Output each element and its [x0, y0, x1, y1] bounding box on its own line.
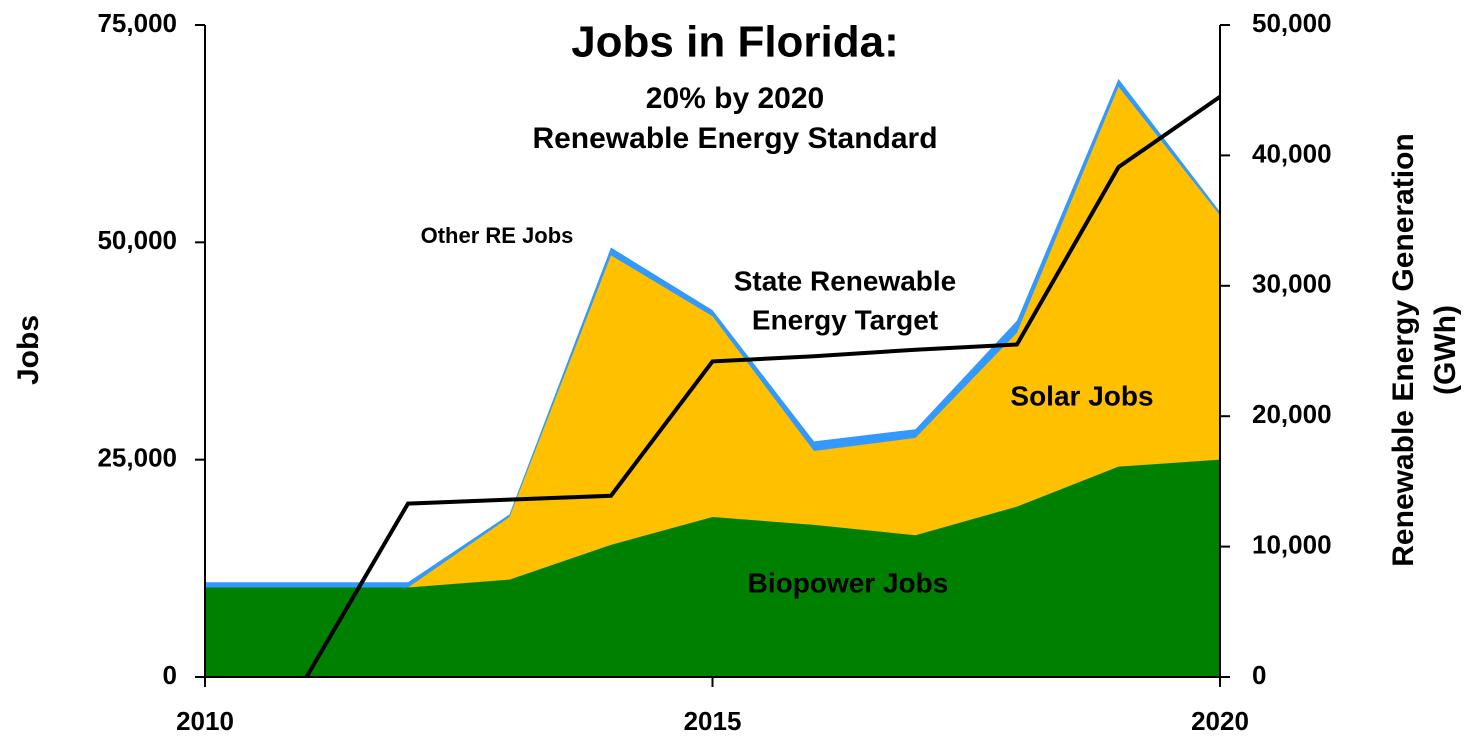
y-tick-label: 75,000: [97, 8, 177, 38]
y-tick-label: 50,000: [97, 225, 177, 255]
y2-tick-label: 0: [1252, 660, 1266, 690]
y2-tick-label: 30,000: [1252, 269, 1332, 299]
y-axis-label: Jobs: [12, 315, 45, 385]
x-tick-label: 2010: [176, 706, 234, 736]
annotation: Energy Target: [752, 304, 938, 335]
y-tick-label: 0: [163, 660, 177, 690]
annotation: Biopower Jobs: [748, 567, 949, 598]
y2-axis-label: (GWh): [1429, 305, 1462, 395]
y2-tick-label: 10,000: [1252, 529, 1332, 559]
x-tick-label: 2015: [684, 706, 742, 736]
y2-tick-label: 40,000: [1252, 138, 1332, 168]
y2-tick-label: 20,000: [1252, 399, 1332, 429]
chart-subtitle: 20% by 2020: [646, 82, 824, 115]
chart-subtitle: Renewable Energy Standard: [532, 122, 937, 155]
y2-tick-label: 50,000: [1252, 8, 1332, 38]
x-tick-label: 2020: [1191, 706, 1249, 736]
chart-title: Jobs in Florida:: [571, 18, 899, 67]
line: [304, 95, 1222, 679]
y2-axis-label: Renewable Energy Generation: [1387, 133, 1420, 566]
annotation: Other RE Jobs: [421, 223, 574, 248]
area: [205, 459, 1220, 677]
annotation: State Renewable: [734, 265, 957, 296]
annotation: Solar Jobs: [1010, 380, 1153, 411]
y-tick-label: 25,000: [97, 443, 177, 473]
